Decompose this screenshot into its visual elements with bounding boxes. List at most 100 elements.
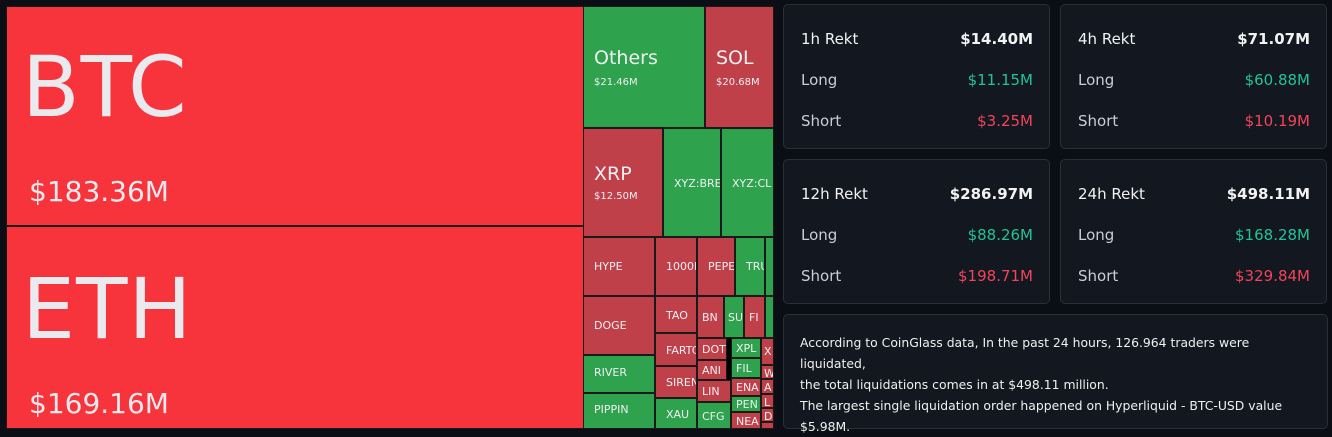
tile-fil[interactable]: FIL <box>731 358 761 378</box>
tile-misc-a[interactable] <box>765 237 774 296</box>
tile-name: LIN <box>702 385 720 398</box>
tile-cfg[interactable]: CFG <box>697 402 731 429</box>
tile-name: XAU <box>666 408 690 421</box>
tile-name: RIVER <box>594 366 628 379</box>
tile-name: DOGE <box>594 319 627 332</box>
tile-name: PEN <box>736 398 758 411</box>
tile-fi[interactable]: FI <box>744 296 765 338</box>
tile-eth[interactable]: ETH $169.16M <box>6 226 584 429</box>
tile-name: SIREN <box>666 376 697 389</box>
tile-hype[interactable]: HYPE <box>583 237 655 296</box>
tile-name: Others <box>594 47 658 69</box>
tile-name: PIPPIN <box>594 403 629 416</box>
short-value: $3.25M <box>977 112 1033 130</box>
total-value: $286.97M <box>949 185 1033 203</box>
stat-row-total: 24h Rekt $498.11M <box>1078 185 1310 205</box>
tile-value: $21.46M <box>594 77 638 88</box>
tile-d[interactable]: D <box>761 408 774 422</box>
tile-name: XYZ:CL <box>732 177 772 190</box>
tile-ani[interactable]: ANI <box>697 360 727 380</box>
tile-name: 1000F <box>666 260 697 273</box>
liquidation-treemap: BTC $183.36M ETH $169.16M Others $21.46M… <box>6 6 774 429</box>
long-label: Long <box>801 71 838 89</box>
tile-xyz-bre[interactable]: XYZ:BRE <box>663 128 721 237</box>
tile-ena[interactable]: ENA <box>731 378 761 396</box>
total-value: $14.40M <box>960 30 1033 48</box>
tile-nea[interactable]: NEA <box>731 412 761 429</box>
tile-name: XYZ:BRE <box>674 177 721 190</box>
stat-row-long: Long $88.26M <box>801 226 1033 246</box>
tile-pepe[interactable]: PEPE <box>697 237 735 296</box>
tile-sol[interactable]: SOL $20.68M <box>705 6 774 128</box>
stat-card-1h: 1h Rekt $14.40M Long $11.15M Short $3.25… <box>783 4 1050 149</box>
long-label: Long <box>1078 71 1115 89</box>
long-value: $11.15M <box>967 71 1033 89</box>
tile-name: PEPE <box>708 260 735 273</box>
tile-name: D <box>764 410 773 422</box>
period-label: 4h Rekt <box>1078 30 1136 48</box>
tile-name: ENA <box>736 381 759 394</box>
tile-value: $20.68M <box>716 77 760 88</box>
long-value: $60.88M <box>1244 71 1310 89</box>
stat-row-short: Short $3.25M <box>801 112 1033 132</box>
period-label: 24h Rekt <box>1078 185 1145 203</box>
tile-siren[interactable]: SIREN <box>655 366 697 398</box>
stat-row-long: Long $168.28M <box>1078 226 1310 246</box>
tile-river[interactable]: RIVER <box>583 355 655 393</box>
tile-xau[interactable]: XAU <box>655 398 697 429</box>
summary-line: the total liquidations comes in at $498.… <box>800 377 1109 392</box>
tile-name: ETH <box>22 260 193 358</box>
long-value: $168.28M <box>1235 226 1310 244</box>
tile-x[interactable]: X <box>761 338 774 365</box>
tile-1000f[interactable]: 1000F <box>655 237 697 296</box>
tile-xyz-cl[interactable]: XYZ:CL <box>721 128 774 237</box>
tile-fartc[interactable]: FARTC <box>655 333 697 366</box>
tile-name: L <box>764 396 771 408</box>
tile-a[interactable]: A <box>761 379 774 394</box>
stat-row-short: Short $198.71M <box>801 267 1033 287</box>
tile-pen[interactable]: PEN <box>731 396 761 412</box>
stat-row-total: 4h Rekt $71.07M <box>1078 30 1310 50</box>
tile-name: BTC <box>22 38 188 136</box>
tile-xrp[interactable]: XRP $12.50M <box>583 128 663 237</box>
tile-dot[interactable]: DOT <box>697 338 727 360</box>
tile-name: SOL <box>716 47 754 69</box>
tile-name: TAO <box>666 309 688 322</box>
tile-btc[interactable]: BTC $183.36M <box>6 6 584 226</box>
tile-name: CFG <box>702 410 725 423</box>
tile-xpl[interactable]: XPL <box>731 338 761 358</box>
tile-value: $183.36M <box>29 175 169 208</box>
tile-misc-c[interactable] <box>761 422 774 429</box>
tile-name: XPL <box>736 342 757 355</box>
short-label: Short <box>1078 112 1119 130</box>
tile-name: FARTC <box>666 344 697 357</box>
tile-w[interactable]: W <box>761 365 774 379</box>
tile-lin[interactable]: LIN <box>697 380 731 402</box>
tile-name: ANI <box>702 364 721 377</box>
short-label: Short <box>1078 267 1119 285</box>
tile-misc-b[interactable] <box>765 296 774 338</box>
tile-tru[interactable]: TRU <box>735 237 765 296</box>
tile-name: SU <box>728 311 744 324</box>
tile-l[interactable]: L <box>761 394 774 408</box>
long-value: $88.26M <box>967 226 1033 244</box>
total-value: $498.11M <box>1226 185 1310 203</box>
stat-row-total: 12h Rekt $286.97M <box>801 185 1033 205</box>
long-label: Long <box>1078 226 1115 244</box>
tile-name: TRU <box>746 260 764 273</box>
summary-line: According to CoinGlass data, In the past… <box>800 335 1250 371</box>
stat-row-long: Long $11.15M <box>801 71 1033 91</box>
tile-name: XRP <box>594 163 632 185</box>
short-label: Short <box>801 267 842 285</box>
tile-bn[interactable]: BN <box>697 296 724 338</box>
tile-su[interactable]: SU <box>724 296 744 338</box>
stat-card-24h: 24h Rekt $498.11M Long $168.28M Short $3… <box>1060 159 1327 304</box>
tile-doge[interactable]: DOGE <box>583 296 655 355</box>
tile-value: $169.16M <box>29 387 169 420</box>
tile-tao[interactable]: TAO <box>655 296 697 333</box>
stat-row-total: 1h Rekt $14.40M <box>801 30 1033 50</box>
stat-row-short: Short $329.84M <box>1078 267 1310 287</box>
tile-others[interactable]: Others $21.46M <box>583 6 705 128</box>
period-label: 1h Rekt <box>801 30 859 48</box>
tile-pippin[interactable]: PIPPIN <box>583 393 655 429</box>
